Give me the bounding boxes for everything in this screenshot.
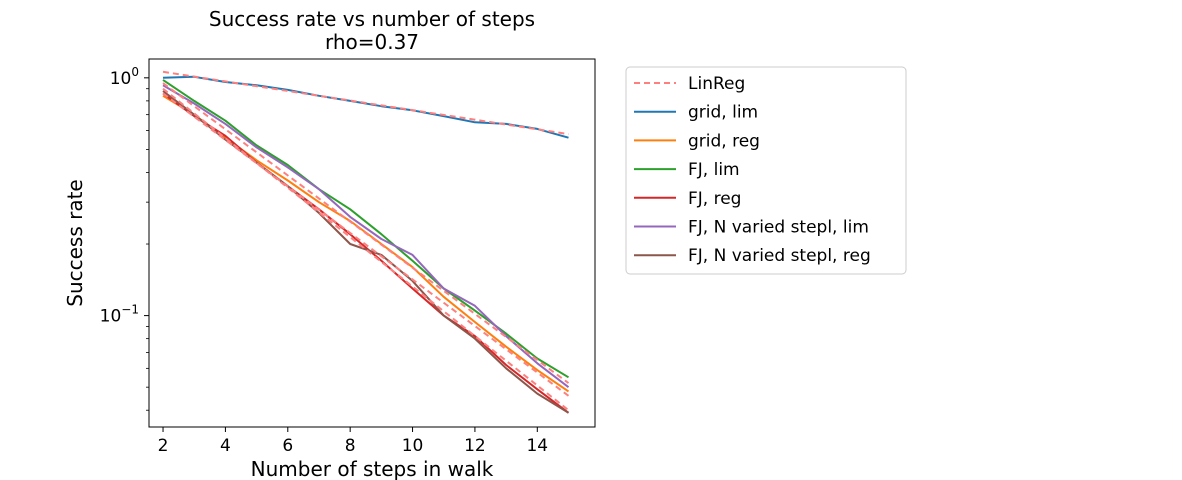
- linreg-line-1: [162, 70, 569, 136]
- chart-subtitle: rho=0.37: [325, 30, 419, 54]
- x-tick-label: 2: [158, 436, 169, 456]
- legend-label-fj-n-varied-stepl-reg: FJ, N varied stepl, reg: [688, 246, 871, 266]
- legend-label-grid-lim: grid, lim: [688, 103, 758, 123]
- x-axis-label: Number of steps in walk: [251, 457, 494, 480]
- x-tick-label: 14: [526, 436, 548, 456]
- x-tick-label: 6: [282, 436, 293, 456]
- legend-frame: [625, 66, 907, 275]
- plot-area-frame: [148, 58, 596, 428]
- series-line-fj-n-varied-stepl-reg: [162, 90, 570, 414]
- y-tick-label: 100: [110, 65, 139, 89]
- x-axis-ticks: 2 4 6 8 10 12 14: [158, 427, 548, 456]
- x-tick-label: 8: [345, 436, 356, 456]
- y-tick-label: 10−1: [100, 303, 139, 327]
- legend-label-fj-lim: FJ, lim: [688, 160, 740, 180]
- linreg-line-4: [162, 87, 570, 411]
- y-axis-label: Success rate: [63, 179, 87, 307]
- y-axis-ticks: 10−1 100: [100, 65, 149, 411]
- linreg-line-2: [162, 92, 570, 397]
- legend-label-fj-reg: FJ, reg: [688, 189, 741, 209]
- legend-label-grid-reg: grid, reg: [688, 131, 760, 151]
- x-tick-label: 10: [402, 436, 424, 456]
- plot-lines: [162, 70, 570, 414]
- series-line-fj-reg: [162, 92, 570, 414]
- legend: LinReg grid, lim grid, reg FJ, lim FJ, reg FJ…: [625, 66, 907, 275]
- legend-label-fj-n-varied-stepl-lim: FJ, N varied stepl, lim: [688, 218, 869, 238]
- x-tick-label: 4: [220, 436, 231, 456]
- legend-label-linreg: LinReg: [688, 74, 745, 94]
- linreg-line-3: [162, 82, 570, 384]
- chart-title: Success rate vs number of steps: [209, 7, 535, 31]
- x-tick-label: 12: [464, 436, 486, 456]
- series-line-fj-n-varied-stepl-lim: [162, 84, 570, 388]
- legend-items: LinReg grid, lim grid, reg FJ, lim FJ, reg FJ…: [634, 74, 871, 266]
